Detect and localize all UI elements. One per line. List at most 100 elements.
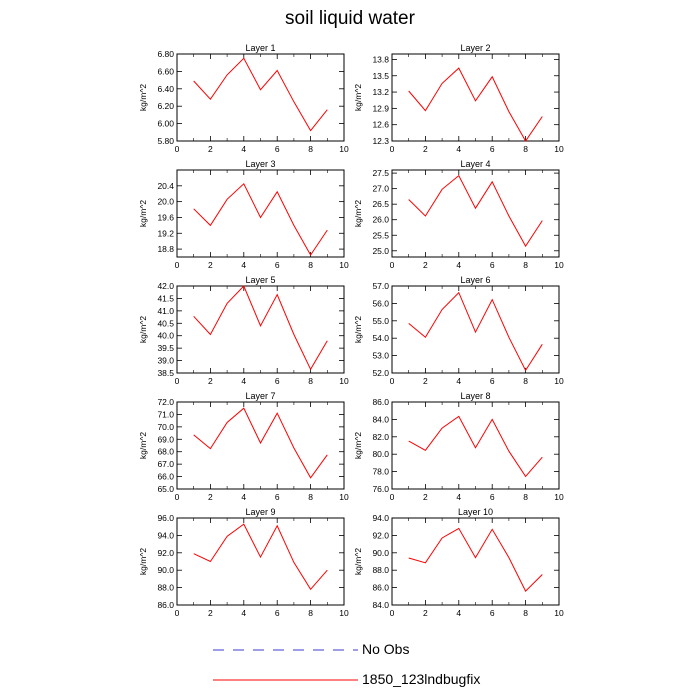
- x-tick-label: 4: [241, 492, 246, 502]
- y-tick-label: 19.2: [157, 228, 174, 238]
- y-tick-label: 92.0: [372, 530, 389, 540]
- x-tick-label: 0: [175, 492, 180, 502]
- y-tick-label: 72.0: [157, 397, 174, 407]
- y-tick-label: 69.0: [157, 434, 174, 444]
- x-tick-label: 6: [490, 608, 495, 618]
- y-tick-label: 40.0: [157, 331, 174, 341]
- y-tick-label: 12.9: [372, 103, 389, 113]
- x-tick-label: 10: [339, 376, 349, 386]
- x-tick-label: 6: [490, 376, 495, 386]
- y-tick-label: 84.0: [372, 600, 389, 610]
- plot-frame: [391, 285, 560, 374]
- y-tick-label: 6.20: [157, 101, 174, 111]
- y-tick-label: 94.0: [157, 530, 174, 540]
- y-tick-label: 39.0: [157, 356, 174, 366]
- y-tick-label: 25.0: [372, 246, 389, 256]
- chart-panel-layer-7: Layer 7 0 2 4 6 8 10 65.0 66.0 67.0 68.0 69.0 70.0 71…: [138, 391, 349, 502]
- plot-frame: [391, 517, 560, 606]
- chart-panel-layer-1: Layer 1 0 2 4 6 8 10 5.80 6.00 6.20 6.40 6.60 6.80 kg…: [138, 43, 349, 154]
- x-tick-label: 4: [241, 260, 246, 270]
- y-axis-label: kg/m^2: [138, 432, 148, 459]
- panel-title: Layer 2: [460, 43, 490, 53]
- y-tick-label: 78.0: [372, 467, 389, 477]
- x-tick-label: 4: [456, 492, 461, 502]
- y-tick-label: 94.0: [372, 513, 389, 523]
- plot-frame: [176, 285, 345, 374]
- x-tick-label: 2: [208, 608, 213, 618]
- x-tick-label: 4: [241, 376, 246, 386]
- plot-frame: [176, 401, 345, 490]
- y-tick-label: 76.0: [372, 484, 389, 494]
- x-tick-label: 8: [308, 144, 313, 154]
- series-line-1850-123lndbugfix: [408, 291, 543, 372]
- panel-title: Layer 7: [245, 391, 275, 401]
- x-tick-label: 4: [456, 608, 461, 618]
- y-tick-label: 5.80: [157, 136, 174, 146]
- y-tick-label: 52.0: [372, 368, 389, 378]
- series-line-1850-123lndbugfix: [408, 527, 543, 592]
- x-tick-label: 2: [423, 492, 428, 502]
- x-tick-label: 8: [308, 376, 313, 386]
- x-tick-label: 0: [390, 492, 395, 502]
- x-tick-label: 6: [275, 144, 280, 154]
- x-tick-label: 2: [423, 144, 428, 154]
- x-tick-label: 2: [423, 376, 428, 386]
- x-tick-label: 10: [339, 260, 349, 270]
- y-tick-label: 38.5: [157, 368, 174, 378]
- y-tick-label: 40.5: [157, 318, 174, 328]
- x-tick-label: 6: [275, 260, 280, 270]
- y-tick-label: 27.5: [372, 168, 389, 178]
- x-tick-label: 6: [490, 144, 495, 154]
- x-tick-label: 2: [208, 492, 213, 502]
- chart-panel-layer-3: Layer 3 0 2 4 6 8 10 18.8 19.2 19.6 20.0 20.4 kg/m^2: [138, 159, 349, 270]
- y-tick-label: 86.0: [157, 600, 174, 610]
- x-tick-label: 0: [390, 376, 395, 386]
- y-axis-label: kg/m^2: [138, 200, 148, 227]
- y-tick-label: 54.0: [372, 333, 389, 343]
- x-tick-label: 10: [339, 608, 349, 618]
- y-tick-label: 27.0: [372, 184, 389, 194]
- chart-panel-layer-5: Layer 5 0 2 4 6 8 10 38.5 39.0 39.5 40.0 40.5 41.0 41…: [138, 275, 349, 386]
- panel-title: Layer 9: [245, 507, 275, 517]
- y-tick-label: 57.0: [372, 281, 389, 291]
- y-tick-label: 13.5: [372, 71, 389, 81]
- x-tick-label: 6: [275, 376, 280, 386]
- x-tick-label: 10: [554, 260, 564, 270]
- x-tick-label: 8: [308, 492, 313, 502]
- plot-frame: [176, 517, 345, 606]
- y-tick-label: 80.0: [372, 449, 389, 459]
- x-tick-label: 8: [523, 144, 528, 154]
- x-tick-label: 10: [554, 492, 564, 502]
- x-tick-label: 2: [423, 608, 428, 618]
- panel-title: Layer 10: [458, 507, 493, 517]
- y-tick-label: 25.5: [372, 230, 389, 240]
- y-tick-label: 65.0: [157, 484, 174, 494]
- x-tick-label: 8: [308, 608, 313, 618]
- x-tick-label: 10: [554, 608, 564, 618]
- series-line-1850-123lndbugfix: [408, 174, 543, 248]
- x-tick-label: 4: [241, 608, 246, 618]
- x-tick-label: 2: [423, 260, 428, 270]
- x-tick-label: 6: [275, 492, 280, 502]
- chart-title: soil liquid water: [285, 8, 415, 29]
- series-line-1850-123lndbugfix: [193, 407, 328, 479]
- panel-title: Layer 1: [245, 43, 275, 53]
- x-tick-label: 0: [175, 144, 180, 154]
- x-tick-label: 2: [208, 376, 213, 386]
- x-tick-label: 4: [241, 144, 246, 154]
- x-tick-label: 4: [456, 376, 461, 386]
- y-tick-label: 26.0: [372, 215, 389, 225]
- series-line-1850-123lndbugfix: [193, 285, 328, 371]
- y-tick-label: 6.60: [157, 66, 174, 76]
- y-axis-label: kg/m^2: [138, 316, 148, 343]
- y-axis-label: kg/m^2: [138, 548, 148, 575]
- y-tick-label: 41.5: [157, 293, 174, 303]
- chart-panel-layer-9: Layer 9 0 2 4 6 8 10 86.0 88.0 90.0 92.0 94.0 96.0 kg…: [138, 507, 349, 618]
- y-tick-label: 84.0: [372, 414, 389, 424]
- y-axis-label: kg/m^2: [353, 548, 363, 575]
- x-tick-label: 0: [390, 144, 395, 154]
- x-tick-label: 6: [490, 260, 495, 270]
- plot-frame: [391, 169, 560, 258]
- x-tick-label: 8: [523, 260, 528, 270]
